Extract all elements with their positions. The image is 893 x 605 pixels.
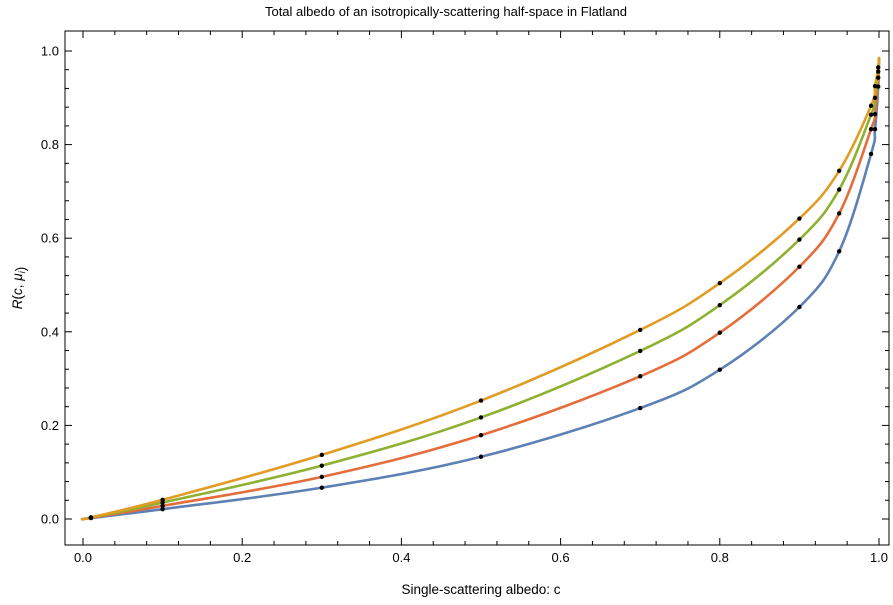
points-layer xyxy=(88,65,881,521)
data-point xyxy=(478,415,484,420)
data-point xyxy=(872,83,878,89)
data-point xyxy=(160,497,165,503)
data-point xyxy=(319,485,324,490)
data-point xyxy=(717,367,722,372)
x-tick-label: 0.6 xyxy=(552,550,570,565)
data-point xyxy=(478,398,484,403)
series-line-3 xyxy=(80,56,881,521)
y-tick-label: 0.6 xyxy=(41,231,59,246)
data-point xyxy=(837,187,842,192)
data-point xyxy=(876,75,881,80)
data-point xyxy=(478,433,484,438)
data-point xyxy=(868,126,874,132)
x-tick-label: 0.2 xyxy=(233,550,251,565)
y-tick-label: 0.0 xyxy=(41,512,59,527)
data-point xyxy=(837,249,842,254)
series-line-1 xyxy=(80,56,881,521)
data-point xyxy=(872,126,878,132)
data-point xyxy=(638,374,643,379)
y-tick-label: 1.0 xyxy=(41,44,59,59)
chart-title: Total albedo of an isotropically-scatter… xyxy=(265,4,627,19)
data-point xyxy=(797,237,802,242)
axis-ticks: 0.0 0.2 0.4 0.6 0.8 1.0 0.0 0.2 0.4 0.6 0.8 1.0 xyxy=(41,31,889,565)
plot-frame xyxy=(64,30,890,546)
data-point xyxy=(319,474,324,480)
series-layer xyxy=(80,56,881,521)
data-point xyxy=(319,452,324,458)
data-point xyxy=(478,454,484,459)
data-point xyxy=(837,168,842,174)
data-point xyxy=(797,216,802,221)
data-point xyxy=(868,151,874,157)
data-point xyxy=(872,111,878,117)
x-tick-label: 1.0 xyxy=(870,550,888,565)
y-tick-label: 0.4 xyxy=(41,324,59,339)
data-point xyxy=(797,304,802,310)
y-axis-label: R(c, μi) xyxy=(10,267,28,309)
x-tick-label: 0.8 xyxy=(711,550,729,565)
data-point xyxy=(638,405,643,411)
y-tick-label: 0.2 xyxy=(41,418,59,433)
series-line-4 xyxy=(80,56,881,521)
series-line-2 xyxy=(80,56,881,521)
data-point xyxy=(868,112,874,117)
data-point xyxy=(876,65,881,70)
data-point xyxy=(872,95,878,101)
data-point xyxy=(638,348,643,354)
data-point xyxy=(717,302,722,308)
data-point xyxy=(319,463,324,468)
data-point xyxy=(717,280,722,286)
data-point xyxy=(638,327,643,333)
data-point xyxy=(160,506,165,512)
data-point xyxy=(876,69,881,74)
data-point xyxy=(717,330,722,335)
data-point xyxy=(88,515,94,520)
data-point xyxy=(160,503,165,509)
y-tick-label: 0.8 xyxy=(41,137,59,152)
x-axis-label: Single-scattering albedo: c xyxy=(401,582,560,597)
x-tick-label: 0.4 xyxy=(392,550,410,565)
data-point xyxy=(837,211,842,216)
data-point xyxy=(868,103,874,108)
x-tick-label: 0.0 xyxy=(74,550,92,565)
data-point xyxy=(797,264,802,269)
